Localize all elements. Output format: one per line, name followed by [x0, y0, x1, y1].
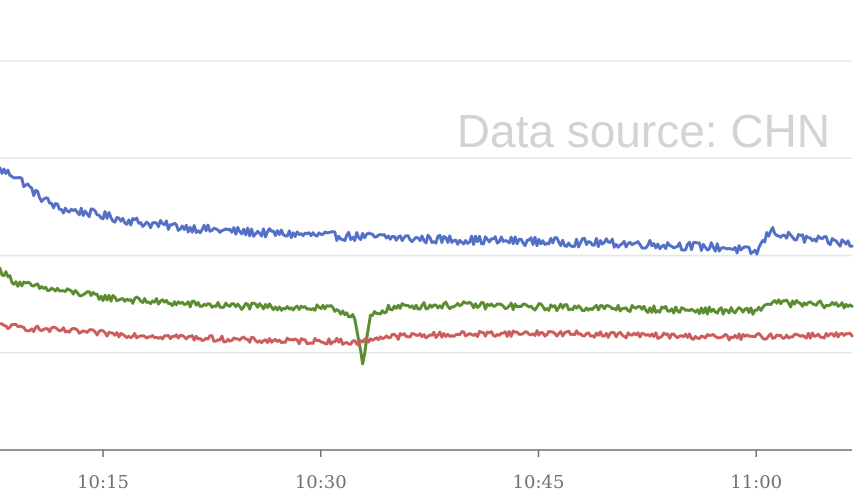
series-line-1 — [0, 166, 854, 256]
series-line-3 — [0, 322, 854, 347]
x-axis: 10:15 10:30 10:45 11:00 — [0, 449, 852, 493]
watermark-text: Data source: CHN — [457, 105, 830, 157]
x-tick-label: 10:45 — [513, 472, 565, 493]
series-line-2 — [0, 266, 854, 366]
series-layer — [0, 166, 854, 366]
x-tick-label: 11:00 — [730, 472, 782, 493]
x-tick-label: 10:15 — [77, 472, 129, 493]
x-tick-label: 10:30 — [295, 472, 347, 493]
grid-layer — [0, 60, 852, 354]
